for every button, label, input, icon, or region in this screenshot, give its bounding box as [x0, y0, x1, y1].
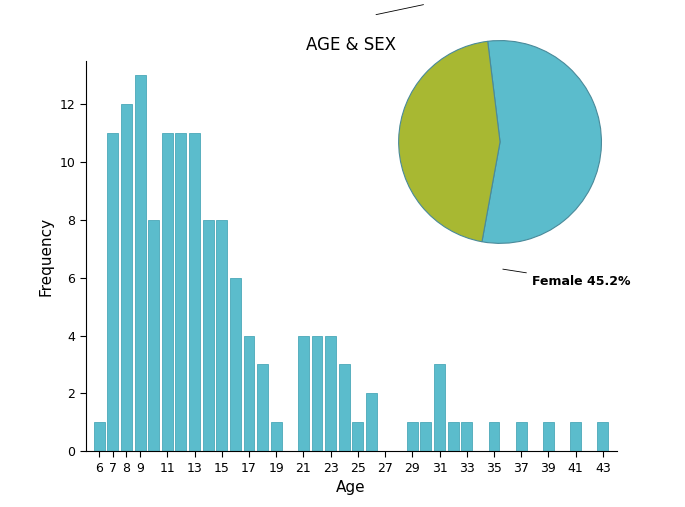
Bar [339, 365, 350, 451]
Bar [516, 422, 527, 451]
Bar [461, 422, 472, 451]
X-axis label: Age: Age [336, 480, 366, 495]
Wedge shape [399, 41, 500, 242]
Bar [421, 422, 432, 451]
Bar [175, 133, 186, 451]
Bar [148, 220, 159, 451]
Bar [352, 422, 363, 451]
Y-axis label: Frequency: Frequency [39, 216, 54, 296]
Bar [312, 336, 323, 451]
Bar [135, 76, 145, 451]
Bar [162, 133, 173, 451]
Bar [543, 422, 554, 451]
Wedge shape [482, 41, 601, 243]
Bar [448, 422, 458, 451]
Bar [488, 422, 499, 451]
Bar [407, 422, 418, 451]
Bar [298, 336, 309, 451]
Bar [434, 365, 445, 451]
Bar [271, 422, 282, 451]
Bar [121, 104, 132, 451]
Bar [257, 365, 268, 451]
Bar [108, 133, 119, 451]
Text: Male 54.8%: Male 54.8% [376, 0, 510, 15]
Bar [325, 336, 336, 451]
Bar [244, 336, 254, 451]
Text: Female 45.2%: Female 45.2% [503, 269, 630, 288]
Bar [570, 422, 581, 451]
Bar [203, 220, 214, 451]
Bar [94, 422, 105, 451]
Bar [230, 278, 241, 451]
Title: AGE & SEX: AGE & SEX [306, 35, 396, 54]
Bar [189, 133, 200, 451]
Bar [597, 422, 608, 451]
Bar [216, 220, 227, 451]
Bar [366, 393, 377, 451]
